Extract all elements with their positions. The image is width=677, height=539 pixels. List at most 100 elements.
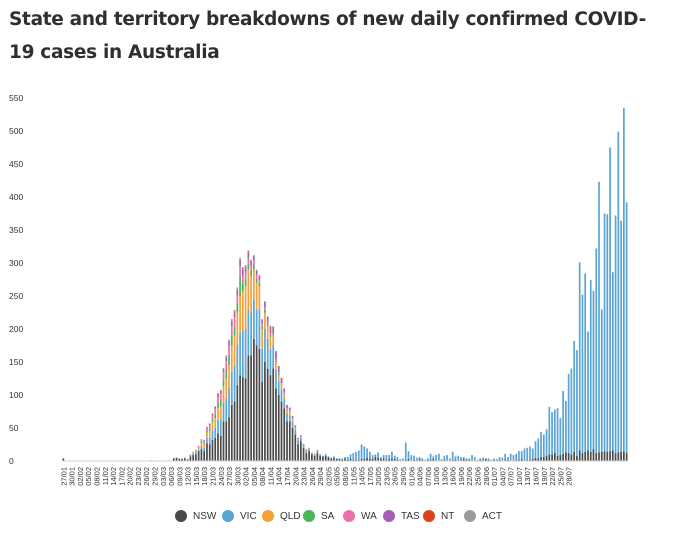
bar-segment-vic bbox=[360, 444, 363, 460]
x-tick-label: 03/03 bbox=[159, 467, 168, 486]
legend-item-sa[interactable]: SA bbox=[303, 506, 334, 526]
x-tick-label: 14/05 bbox=[358, 467, 367, 486]
bar-segment-nsw bbox=[288, 421, 291, 461]
bar-segment-wa bbox=[261, 323, 264, 327]
bar-segment-sa bbox=[206, 430, 208, 433]
bar-segment-nsw bbox=[623, 451, 625, 461]
x-tick-label: 23/04 bbox=[300, 467, 309, 486]
bar-segment-nsw bbox=[349, 459, 352, 461]
bar-segment-sa bbox=[225, 370, 228, 379]
legend-label: ACT bbox=[482, 510, 502, 522]
bar-segment-tas bbox=[253, 256, 255, 261]
bar-segment-vic bbox=[573, 340, 576, 452]
bar-segment-vic bbox=[421, 458, 424, 460]
bar-segment-vic bbox=[595, 248, 598, 454]
bar-segment-nsw bbox=[454, 459, 457, 461]
bar-segment-nsw bbox=[299, 441, 302, 461]
bar-segment-act bbox=[258, 274, 261, 277]
bar-segment-nsw bbox=[219, 435, 222, 461]
bar-segment-vic bbox=[625, 202, 628, 454]
legend-swatch bbox=[383, 510, 395, 522]
bar-segment-qld bbox=[214, 418, 217, 428]
y-tick-label: 550 bbox=[9, 93, 23, 103]
bar-segment-tas bbox=[269, 326, 272, 333]
bar-segment-qld bbox=[288, 411, 291, 415]
bar-segment-nsw bbox=[468, 459, 471, 461]
y-axis: 0 50 100 150 200 250 300 350 400 450 500 550 bbox=[9, 93, 23, 466]
bar-segment-nsw bbox=[404, 459, 407, 461]
bar-segment-sa bbox=[272, 334, 275, 336]
bar-segment-tas bbox=[211, 414, 214, 416]
bar-segment-vic bbox=[620, 220, 622, 452]
bar-segment-nsw bbox=[366, 457, 368, 461]
bar-segment-act bbox=[272, 326, 275, 328]
bar-segment-vic bbox=[446, 455, 449, 461]
bar-segment-vic bbox=[266, 338, 269, 369]
bar-segment-qld bbox=[228, 364, 230, 388]
bar-segment-vic bbox=[600, 309, 603, 452]
x-tick-label: 29/04 bbox=[316, 467, 325, 486]
legend-item-qld[interactable]: QLD bbox=[262, 506, 301, 526]
legend-label: TAS bbox=[401, 510, 420, 522]
bar-segment-nsw bbox=[391, 458, 393, 461]
bar-segment-nsw bbox=[297, 444, 299, 461]
bar-segment-nsw bbox=[217, 433, 219, 461]
bar-segment-vic bbox=[308, 449, 310, 452]
bar-segment-vic bbox=[228, 387, 230, 418]
bar-segment-sa bbox=[236, 303, 239, 313]
bar-segment-sa bbox=[217, 402, 219, 409]
bar-segment-vic bbox=[280, 389, 283, 402]
bar-segment-wa bbox=[192, 451, 194, 453]
bar-segment-nsw bbox=[200, 449, 203, 461]
bar-segment-wa bbox=[244, 272, 247, 280]
bar-segment-vic bbox=[603, 213, 606, 452]
bar-segment-nsw bbox=[418, 459, 421, 461]
bar-segment-wa bbox=[241, 275, 244, 284]
bar-segment-nsw bbox=[606, 451, 609, 461]
x-tick-label: 22/06 bbox=[465, 467, 474, 486]
legend-swatch bbox=[343, 510, 355, 522]
bar-segment-vic bbox=[388, 455, 391, 460]
bar-segment-vic bbox=[534, 441, 537, 458]
bar-segment-vic bbox=[468, 458, 471, 460]
legend-item-tas[interactable]: TAS bbox=[383, 506, 420, 526]
bar-segment-qld bbox=[283, 393, 286, 399]
bar-segment-vic bbox=[526, 447, 529, 460]
y-tick-label: 100 bbox=[9, 390, 23, 400]
bar-segment-qld bbox=[225, 378, 228, 399]
bar-segment-nsw bbox=[62, 458, 65, 461]
x-tick-label: 20/05 bbox=[374, 467, 383, 486]
bar-segment-qld bbox=[264, 312, 266, 329]
bar-segment-nsw bbox=[609, 451, 611, 461]
legend-item-wa[interactable]: WA bbox=[343, 506, 377, 526]
bar-segment-nsw bbox=[611, 450, 614, 461]
bar-segment-nsw bbox=[407, 459, 410, 461]
bar-segment-nsw bbox=[308, 451, 310, 461]
x-tick-label: 19/06 bbox=[457, 467, 466, 486]
legend-item-act[interactable]: ACT bbox=[464, 506, 502, 526]
bar-segment-vic bbox=[598, 181, 600, 453]
bar-segment-vic bbox=[402, 458, 404, 461]
bar-segment-vic bbox=[449, 458, 451, 461]
bar-segment-vic bbox=[261, 348, 264, 382]
bar-segment-nsw bbox=[352, 459, 355, 461]
bar-segment-nsw bbox=[584, 451, 587, 461]
bar-segment-nsw bbox=[178, 459, 181, 461]
bar-segment-vic bbox=[385, 455, 388, 460]
legend-item-vic[interactable]: VIC bbox=[222, 506, 257, 526]
bar-segment-vic bbox=[195, 452, 197, 455]
bar-segment-wa bbox=[214, 408, 217, 415]
bar-segment-vic bbox=[548, 406, 551, 455]
bar-segment-nsw bbox=[529, 459, 531, 461]
bar-segment-vic bbox=[429, 453, 432, 460]
bar-segment-nsw bbox=[600, 451, 603, 461]
bar-segment-nt bbox=[236, 290, 239, 291]
bar-segment-nsw bbox=[377, 457, 379, 461]
legend-item-nt[interactable]: NT bbox=[423, 506, 454, 526]
legend-item-nsw[interactable]: NSW bbox=[175, 506, 216, 526]
bar-segment-nsw bbox=[576, 455, 578, 461]
bar-segment-vic bbox=[366, 448, 368, 458]
bar-segment-sa bbox=[222, 379, 225, 387]
bar-segment-nsw bbox=[266, 368, 269, 461]
bar-segment-vic bbox=[333, 456, 335, 458]
